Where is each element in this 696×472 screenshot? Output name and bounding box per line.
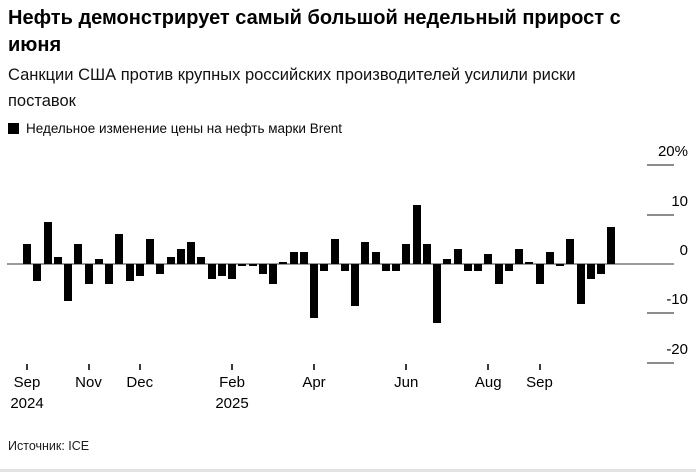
x-axis-label: Aug [474, 374, 502, 391]
source-label: Источник: ICE [8, 439, 90, 453]
bar [515, 249, 523, 264]
y-axis-label: -10 [666, 291, 688, 309]
bar [197, 256, 206, 264]
x-axis-label: Nov [75, 374, 102, 391]
bar [453, 249, 462, 264]
bar [146, 239, 154, 264]
bar [504, 264, 513, 272]
y-tick-line [647, 312, 674, 315]
subtitle-line-1: Санкции США против крупных российских пр… [8, 66, 576, 84]
x-tick-mark [538, 364, 541, 370]
bar [33, 264, 42, 282]
bar [310, 264, 318, 319]
x-tick-mark [231, 364, 233, 370]
bar [443, 259, 452, 264]
bar [535, 264, 544, 284]
bar [412, 204, 421, 264]
bar [258, 264, 267, 274]
bar [176, 249, 185, 264]
x-tick-mark [87, 364, 90, 370]
x-tick-mark [138, 364, 141, 370]
bar [166, 256, 175, 264]
bar [392, 264, 400, 272]
y-axis-label: -20 [666, 340, 688, 358]
y-axis-label: 10 [671, 192, 688, 210]
bar [597, 264, 605, 274]
bar [607, 226, 616, 264]
x-axis-label: Jun [394, 374, 419, 391]
bar [320, 264, 329, 272]
bar [340, 264, 349, 272]
y-axis-label: 0 [679, 242, 688, 259]
bar [474, 264, 482, 272]
bar [207, 264, 216, 279]
x-axis-label: Apr [302, 374, 326, 391]
title-line-1: Нефть демонстрирует самый большой недель… [8, 7, 621, 29]
bar [381, 264, 390, 272]
bar [115, 234, 124, 264]
bar [330, 239, 339, 264]
legend: Недельное изменение цены на нефть марки … [8, 121, 342, 136]
bar [64, 264, 72, 302]
bar [556, 264, 564, 267]
bottom-divider [0, 469, 696, 472]
bar [269, 264, 277, 284]
bar [586, 264, 595, 279]
x-tick-mark [405, 364, 408, 370]
bar [525, 261, 534, 264]
bar [228, 264, 236, 279]
x-tick-mark [487, 364, 490, 370]
bar [84, 264, 93, 284]
bar [135, 264, 144, 277]
bar [351, 264, 359, 306]
bar [463, 264, 472, 272]
legend-label: Недельное изменение цены на нефть марки … [26, 121, 342, 136]
bar [433, 264, 441, 324]
subtitle-line-2: поставок [8, 92, 76, 110]
x-axis-label: Dec [126, 374, 154, 391]
bar [43, 222, 52, 264]
bar [566, 239, 575, 264]
bar [484, 254, 493, 264]
y-axis-label: 20% [657, 143, 688, 161]
title-line-2: июня [8, 34, 62, 56]
bar [187, 241, 195, 264]
bar [494, 264, 503, 284]
legend-swatch-icon [8, 123, 19, 134]
x-axis-label: Sep 2024 [10, 374, 44, 412]
bar [53, 256, 62, 264]
x-axis-label: Feb 2025 [215, 374, 249, 412]
bar [156, 264, 165, 274]
bar [125, 264, 134, 282]
bar [299, 251, 308, 264]
bar [361, 241, 370, 264]
x-axis-zero-line [7, 263, 674, 265]
bar [402, 244, 411, 264]
bar [422, 244, 431, 264]
bar [217, 264, 226, 277]
bar [279, 261, 288, 264]
bar [94, 259, 103, 264]
y-tick-line [647, 361, 674, 364]
bar [576, 264, 585, 304]
bar [105, 264, 113, 284]
bar [23, 244, 31, 264]
bar [238, 264, 247, 267]
bar [289, 251, 298, 264]
bar [371, 251, 380, 264]
page-title: Нефть демонстрирует самый большой недель… [8, 5, 692, 59]
x-tick-mark [26, 364, 28, 370]
y-tick-line [647, 164, 674, 167]
x-tick-mark [313, 364, 315, 370]
bar [545, 251, 554, 264]
bar [74, 244, 83, 264]
chart-subtitle: Санкции США против крупных российских пр… [8, 62, 692, 114]
x-axis-label: Sep [526, 374, 553, 391]
y-tick-line [647, 213, 674, 216]
bar [248, 264, 257, 267]
